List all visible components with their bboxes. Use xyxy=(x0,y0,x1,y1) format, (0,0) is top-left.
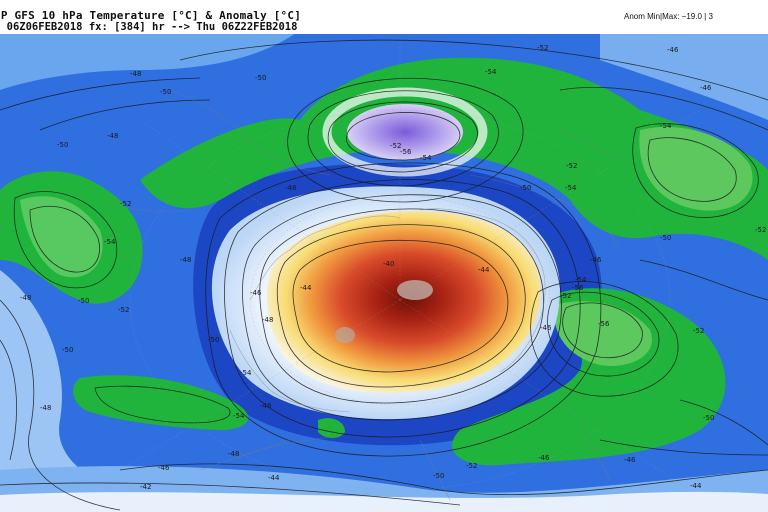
warm-peak-grey-west xyxy=(335,327,355,343)
anomaly-range: Anom Min|Max: −19.0 | 3 xyxy=(624,12,713,21)
contour-label: -48 xyxy=(285,184,296,192)
contour-label: -46 xyxy=(590,256,602,264)
contour-label: -54 xyxy=(485,68,497,76)
green-patch-northeast xyxy=(639,126,753,211)
anomaly-range-value: −19.0 | 3 xyxy=(681,12,713,21)
contour-label: -54 xyxy=(240,369,252,377)
contour-label: -42 xyxy=(140,483,151,491)
coastlines xyxy=(99,89,621,501)
contour-label: -52 xyxy=(118,306,129,314)
contour-label: -50 xyxy=(660,234,671,242)
contour-label: -56 xyxy=(598,320,610,328)
contour-label: -54 xyxy=(420,154,432,162)
contour-label: -50 xyxy=(62,346,73,354)
light-green-patch-northwest xyxy=(20,196,103,278)
contour-label: -48 xyxy=(180,256,191,264)
contour-label: -48 xyxy=(130,70,141,78)
contour-label: -48 xyxy=(107,132,118,140)
contour-label: -52 xyxy=(537,44,548,52)
warm-peak-grey-center xyxy=(397,280,433,300)
light-blue-top-left xyxy=(0,30,300,90)
contour-label: -44 xyxy=(300,284,312,292)
contour-label: -50 xyxy=(208,336,219,344)
contour-label: -52 xyxy=(693,327,704,335)
contour-label: -46 xyxy=(700,84,712,92)
warm-anomaly-core xyxy=(266,211,541,394)
contour-label: -52 xyxy=(466,462,477,470)
contour-label: -46 xyxy=(624,456,636,464)
green-band-southwest xyxy=(73,375,249,430)
contour-label: -46 xyxy=(250,289,262,297)
contour-label: -46 xyxy=(667,46,679,54)
contour-label: -48 xyxy=(40,404,51,412)
contour-label: -48 xyxy=(260,402,271,410)
pale-blue-region-left xyxy=(0,270,200,512)
purple-cold-core xyxy=(347,104,463,160)
lat-lon-grid xyxy=(119,40,701,491)
contour-label: -50 xyxy=(520,184,531,192)
contour-label: -48 xyxy=(20,294,31,302)
contour-label: -50 xyxy=(433,472,444,480)
contour-label: -54 xyxy=(233,412,245,420)
light-blue-top-right xyxy=(600,30,768,120)
contour-lines xyxy=(0,39,768,511)
contour-label: -52 xyxy=(390,142,401,150)
map-title: EP GFS 10 hPa Temperature [°C] & Anomaly… xyxy=(0,9,302,22)
contour-label: -50 xyxy=(78,297,89,305)
anomaly-range-label: Anom Min|Max: xyxy=(624,12,680,21)
contour-label: -54 xyxy=(565,184,577,192)
green-band-north xyxy=(140,57,768,260)
contour-label: -50 xyxy=(703,414,714,422)
contour-label: -52 xyxy=(120,200,131,208)
contour-label: -54 xyxy=(104,238,116,246)
contour-label: -50 xyxy=(255,74,266,82)
forecast-time: : 06Z06FEB2018 fx: [384] hr --> Thu 06Z2… xyxy=(0,21,298,33)
pale-strip-bottom xyxy=(0,491,768,512)
contour-label: -52 xyxy=(755,226,766,234)
contour-label: -50 xyxy=(57,141,68,149)
contour-label: -46 xyxy=(540,324,552,332)
contour-label: -44 xyxy=(478,266,490,274)
contour-label: -48 xyxy=(262,316,273,324)
header-bar: EP GFS 10 hPa Temperature [°C] & Anomaly… xyxy=(0,0,768,34)
contour-label: -56 xyxy=(400,148,412,156)
contour-label: -54 xyxy=(660,122,672,130)
contour-label: -50 xyxy=(160,88,171,96)
contour-label: -52 xyxy=(560,292,571,300)
contour-label: -46 xyxy=(158,464,170,472)
contour-label-layer: -52 -46 -48 -50 -54 -50 -48 -46 -50 -52 … xyxy=(20,44,766,491)
green-band-east xyxy=(452,288,726,466)
contour-label: -40 xyxy=(383,260,394,268)
contour-label: -44 xyxy=(690,482,702,490)
contour-label: -44 xyxy=(268,474,280,482)
contour-label: -56 xyxy=(572,284,584,292)
contour-label: -46 xyxy=(538,454,550,462)
contour-label: -54 xyxy=(575,276,587,284)
contour-label: -48 xyxy=(228,450,239,458)
contour-label: -52 xyxy=(566,162,577,170)
